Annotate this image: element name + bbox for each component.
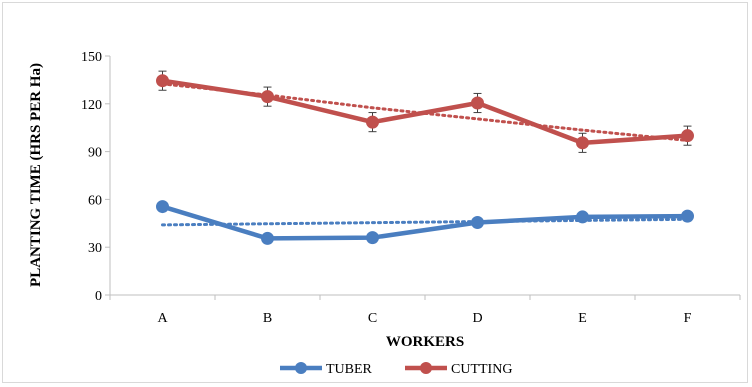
cutting-point-e bbox=[576, 136, 589, 150]
x-tick-label: B bbox=[263, 311, 272, 326]
axes: 0 30 60 90 120 150 A B C D E F bbox=[81, 50, 741, 326]
x-tick-label: D bbox=[472, 311, 482, 326]
trendlines bbox=[161, 82, 689, 227]
y-axis-title: PLANTING TIME (HRS PER Ha) bbox=[28, 63, 44, 287]
cutting-point-a bbox=[156, 74, 169, 88]
series-lines bbox=[161, 78, 688, 241]
y-tick-label: 0 bbox=[95, 289, 102, 304]
x-tick-label: C bbox=[368, 311, 377, 326]
y-tick-label: 120 bbox=[81, 98, 102, 113]
data-points bbox=[156, 74, 694, 245]
tuber-point-e bbox=[576, 210, 589, 224]
legend-item-cutting: CUTTING bbox=[405, 362, 512, 377]
cutting-point-d bbox=[471, 96, 484, 110]
tuber-trendline bbox=[161, 217, 689, 227]
y-tick-label: 30 bbox=[88, 241, 102, 256]
chart-frame bbox=[2, 2, 748, 383]
tuber-point-b bbox=[261, 231, 274, 245]
x-axis-title: WORKERS bbox=[386, 334, 464, 350]
x-tick-label: F bbox=[684, 311, 692, 326]
y-tick-label: 150 bbox=[81, 50, 102, 65]
x-tick-label: E bbox=[578, 311, 587, 326]
legend-label-cutting: CUTTING bbox=[451, 362, 512, 377]
tuber-point-f bbox=[681, 209, 694, 223]
cutting-series-line bbox=[162, 78, 688, 146]
legend-marker-cutting bbox=[420, 362, 432, 374]
legend-item-tuber: TUBER bbox=[280, 362, 373, 377]
legend: TUBER CUTTING bbox=[280, 362, 512, 377]
tuber-point-d bbox=[471, 216, 484, 230]
cutting-point-b bbox=[261, 90, 274, 104]
legend-label-tuber: TUBER bbox=[326, 362, 373, 377]
y-tick-label: 90 bbox=[88, 146, 102, 161]
tuber-point-c bbox=[366, 231, 379, 245]
tuber-series-line bbox=[161, 204, 688, 241]
tuber-point-a bbox=[156, 200, 169, 214]
x-tick-label: A bbox=[157, 311, 168, 326]
y-tick-label: 60 bbox=[88, 193, 102, 208]
legend-marker-tuber bbox=[295, 362, 307, 374]
cutting-point-f bbox=[681, 129, 694, 143]
cutting-point-c bbox=[366, 115, 379, 129]
